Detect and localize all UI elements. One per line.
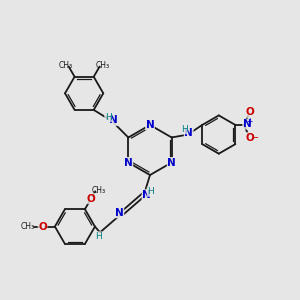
Text: CH₃: CH₃ [59,61,73,70]
Text: −: − [251,133,259,143]
Text: H: H [147,187,154,196]
Text: N: N [124,158,133,167]
Text: O: O [246,107,254,117]
Text: CH₃: CH₃ [95,61,109,70]
Text: N: N [109,116,118,125]
Text: N: N [243,119,251,129]
Text: O: O [38,222,47,232]
Text: H: H [181,125,188,134]
Text: H: H [105,113,111,122]
Text: H: H [95,232,102,241]
Text: CH₃: CH₃ [20,222,34,231]
Text: O: O [87,194,95,203]
Text: CH₃: CH₃ [92,186,106,195]
Text: N: N [167,158,176,167]
Text: +: + [247,117,253,126]
Text: N: N [115,208,124,218]
Text: N: N [146,120,154,130]
Text: N: N [142,190,151,200]
Text: N: N [184,128,193,138]
Text: O: O [246,133,254,142]
